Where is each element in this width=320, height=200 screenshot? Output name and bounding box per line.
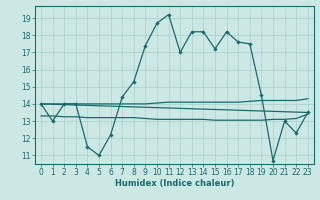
- X-axis label: Humidex (Indice chaleur): Humidex (Indice chaleur): [115, 179, 234, 188]
